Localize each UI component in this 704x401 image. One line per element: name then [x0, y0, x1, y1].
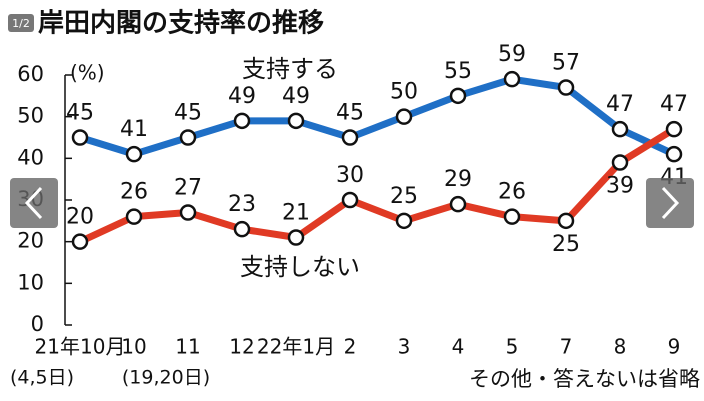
marker [557, 212, 575, 230]
x-tick-label: 7 [560, 335, 573, 359]
slide-counter: 1/2 [12, 17, 30, 30]
marker [233, 112, 251, 130]
value-label: 45 [174, 101, 202, 126]
marker [71, 233, 89, 250]
value-label: 26 [120, 180, 148, 205]
x-tick-label: 21年10月 [35, 335, 126, 359]
slide-counter-badge [8, 14, 34, 32]
prev-button[interactable] [10, 178, 58, 228]
marker [341, 191, 359, 209]
marker [503, 70, 521, 88]
y-tick-label: 10 [17, 270, 44, 294]
value-label: 23 [228, 192, 256, 217]
x-tick-sublabel: (4,5日) [10, 367, 74, 389]
next-button-bg[interactable] [646, 178, 694, 228]
value-label: 47 [606, 92, 634, 117]
value-label: 21 [282, 201, 310, 226]
series-label: 支持する [242, 55, 338, 83]
value-label: 49 [228, 84, 256, 109]
next-arrow[interactable] [661, 186, 680, 220]
prev-button-bg[interactable] [10, 178, 58, 228]
marker [71, 129, 89, 146]
value-label: 59 [498, 42, 526, 67]
series-label: 支持しない [240, 253, 360, 281]
marker [557, 79, 575, 96]
marker [665, 145, 683, 163]
value-label: 25 [552, 232, 580, 257]
marker [449, 195, 467, 213]
x-tick-label: 9 [668, 335, 681, 359]
y-tick-label: 0 [31, 312, 44, 336]
x-tick-label: 2 [344, 335, 357, 359]
prev-arrow[interactable] [24, 186, 43, 220]
value-label: 29 [444, 167, 472, 192]
value-label: 20 [66, 205, 94, 230]
x-tick-label: 5 [506, 335, 519, 359]
value-label: 55 [444, 59, 472, 84]
marker [233, 220, 251, 238]
x-tick-label: 11 [175, 335, 200, 359]
value-label: 50 [390, 80, 418, 105]
marker [179, 129, 197, 146]
marker [125, 145, 143, 163]
value-label: 45 [66, 101, 94, 126]
value-label: 30 [336, 163, 364, 188]
y-tick-label: 50 [17, 104, 44, 128]
value-label: 41 [120, 117, 148, 142]
marker [395, 108, 413, 125]
marker [611, 120, 629, 138]
x-tick-label: 12 [229, 335, 254, 359]
x-tick-label: 4 [452, 335, 465, 359]
y-tick-label: 40 [17, 145, 44, 169]
marker [125, 208, 143, 225]
line [78, 75, 676, 158]
value-label: 26 [498, 180, 526, 205]
marker [395, 212, 413, 230]
value-label: 39 [606, 174, 634, 199]
value-label: 25 [390, 184, 418, 209]
value-label: 47 [660, 92, 688, 117]
x-tick-label: 3 [398, 335, 411, 359]
marker [287, 112, 305, 130]
line [78, 126, 676, 245]
value-label: 57 [552, 51, 580, 76]
marker [449, 87, 467, 105]
x-tick-label: 10 [121, 335, 146, 359]
y-tick-label: 60 [17, 62, 44, 86]
value-label: 45 [336, 101, 364, 126]
y-tick-label: 20 [17, 229, 44, 253]
marker [341, 129, 359, 146]
next-button[interactable] [646, 178, 694, 228]
marker [179, 204, 197, 221]
value-label: 27 [174, 176, 202, 201]
chart-title: 岸田内閣の支持率の推移 [38, 8, 324, 39]
value-label: 49 [282, 84, 310, 109]
note: その他・答えないは省略 [469, 367, 700, 391]
y-axis-label: (%) [70, 61, 105, 85]
x-tick-sublabel: (19,20日) [122, 367, 210, 389]
marker [503, 208, 521, 225]
marker [665, 120, 683, 138]
marker [287, 229, 305, 246]
marker [611, 154, 629, 171]
x-tick-label: 22年1月 [257, 335, 335, 359]
x-tick-label: 8 [614, 335, 627, 359]
